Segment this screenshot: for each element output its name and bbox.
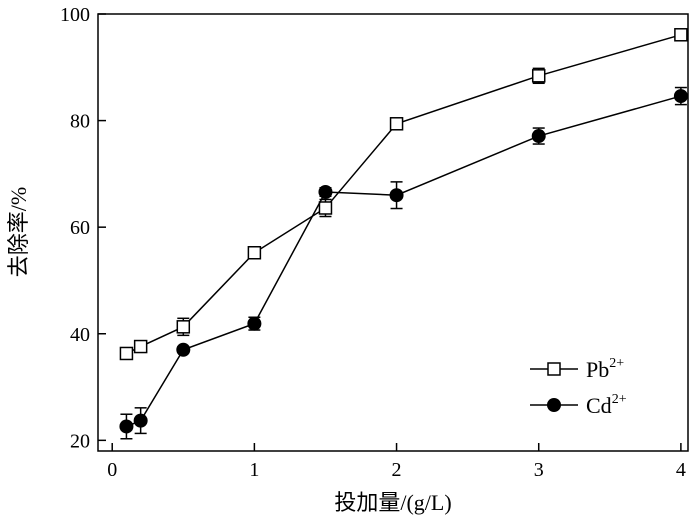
- series-line-pb: [126, 34, 682, 355]
- y-tick-label: 60: [70, 217, 90, 239]
- plot-frame: [97, 13, 689, 452]
- series-line-cd: [126, 95, 682, 428]
- x-tick-label: 3: [534, 459, 544, 481]
- data-point-pb: [247, 246, 262, 260]
- y-axis-title: 去除率/%: [6, 187, 31, 277]
- data-series: [119, 28, 688, 440]
- data-point-cd: [531, 129, 546, 144]
- data-point-cd: [318, 184, 333, 199]
- y-tick-label: 20: [70, 430, 90, 452]
- legend-cd-label: Cd2+: [586, 392, 627, 418]
- data-point-pb: [318, 201, 333, 215]
- data-point-pb: [531, 69, 546, 83]
- legend-cd-marker: [547, 398, 561, 412]
- x-tick-label: 2: [392, 459, 402, 481]
- x-axis-title: 投加量/(g/L): [334, 490, 451, 515]
- y-tick-label: 100: [60, 4, 90, 26]
- y-tick-label: 40: [70, 324, 90, 346]
- data-point-pb: [389, 117, 404, 131]
- data-point-pb: [119, 346, 134, 361]
- y-tick-label: 80: [70, 111, 90, 133]
- axis-ticks: 0 1 2 3 4 20 40 60 80 100: [60, 4, 686, 481]
- legend: Pb2+ Cd2+: [530, 356, 627, 418]
- data-point-cd: [389, 188, 404, 203]
- legend-pb-label: Pb2+: [586, 356, 624, 382]
- data-point-cd: [176, 342, 191, 357]
- data-point-cd: [673, 89, 688, 104]
- data-point-pb: [176, 320, 191, 334]
- data-point-cd: [119, 419, 134, 434]
- data-point-pb: [133, 339, 148, 354]
- x-tick-label: 4: [676, 459, 686, 481]
- data-point-cd: [133, 413, 148, 428]
- x-tick-label: 0: [107, 459, 117, 481]
- legend-pb-marker: [547, 362, 561, 376]
- x-tick-label: 1: [249, 459, 259, 481]
- data-point-cd: [247, 316, 262, 331]
- data-point-pb: [674, 28, 688, 42]
